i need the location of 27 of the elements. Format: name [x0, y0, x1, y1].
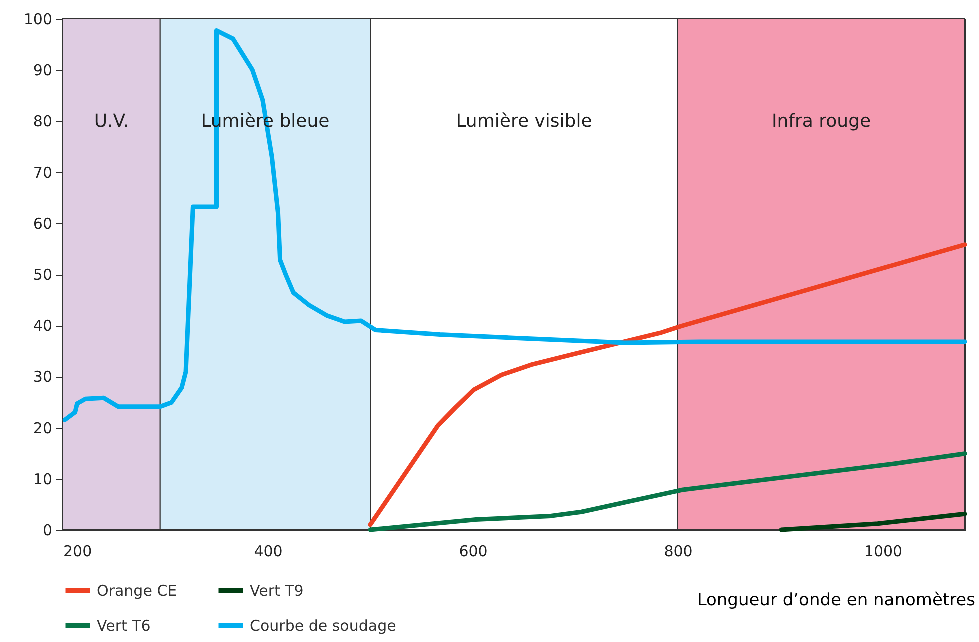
x-axis-title: Longueur d’onde en nanomètres — [697, 590, 976, 610]
y-tick-label: 80 — [33, 112, 52, 131]
y-tick-label: 100 — [24, 10, 52, 28]
x-tick-label: 1000 — [864, 542, 903, 560]
y-tick-label: 50 — [33, 266, 52, 284]
line-series — [368, 242, 968, 528]
legend-label: Vert T6 — [97, 617, 151, 635]
legend-label: Orange CE — [97, 582, 178, 600]
band-label: Lumière visible — [456, 111, 592, 132]
line-series — [62, 28, 968, 422]
y-tick-label: 40 — [33, 317, 52, 336]
band-label: U.V. — [94, 111, 129, 132]
x-tick-label: 200 — [64, 542, 92, 560]
x-tick-label: 800 — [664, 542, 693, 560]
y-tick-label: 90 — [33, 62, 52, 80]
y-tick-label: 10 — [33, 470, 52, 488]
y-tick-label: 30 — [33, 368, 52, 386]
y-tick-label: 70 — [33, 164, 52, 182]
line-series — [368, 452, 968, 532]
y-tick-label: 20 — [33, 419, 52, 438]
band-label: Infra rouge — [772, 111, 872, 132]
x-tick-label: 400 — [254, 542, 283, 560]
y-tick-label: 60 — [33, 214, 52, 233]
legend-label: Vert T9 — [250, 582, 304, 600]
x-tick-label: 600 — [459, 542, 488, 560]
legend-label: Courbe de soudage — [250, 617, 396, 635]
y-tick-label: 0 — [42, 522, 52, 540]
